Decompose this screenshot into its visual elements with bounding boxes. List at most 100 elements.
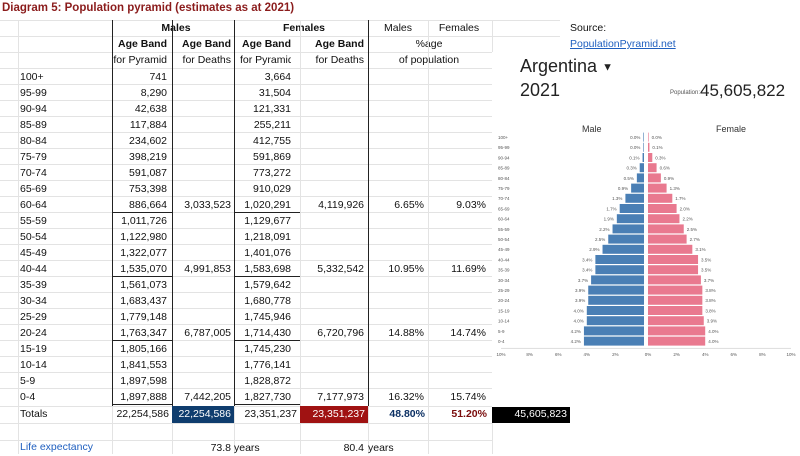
bar-male	[625, 193, 644, 203]
male-data-label: 0.9%	[618, 186, 628, 191]
female-data-label: 3.5%	[701, 257, 711, 262]
females-pct-cell: 15.74%	[450, 391, 486, 403]
bar-female	[648, 275, 701, 285]
females-deaths-cell	[300, 341, 364, 357]
males-deaths-cell	[172, 101, 231, 117]
x-tick-label: 6%	[555, 352, 562, 357]
age-band-cell: 95-99	[20, 87, 47, 99]
age-tick-label: 95-99	[498, 145, 510, 150]
males-deaths-cell	[172, 69, 231, 85]
age-band-cell: 80-84	[20, 135, 47, 147]
age-band-cell: 10-14	[20, 359, 47, 371]
males-pyramid-cell: 1,683,437	[120, 295, 167, 307]
bar-female	[648, 255, 699, 264]
female-data-label: 1.3%	[670, 186, 680, 191]
male-data-label: 1.3%	[612, 196, 622, 201]
source-link[interactable]: PopulationPyramid.net	[570, 38, 676, 50]
male-data-label: 3.9%	[575, 298, 585, 303]
females-deaths-cell	[300, 69, 364, 85]
age-band-cell: 20-24	[20, 327, 47, 339]
age-band-cell: 75-79	[20, 151, 47, 163]
female-data-label: 2.5%	[687, 227, 697, 232]
male-data-label: 2.9%	[589, 247, 599, 252]
country-select[interactable]: Argentina ▼	[520, 56, 613, 77]
age-band-cell: 45-49	[20, 247, 47, 259]
females-deaths-cell: 6,720,796	[317, 327, 364, 339]
females-pyramid-cell: 1,218,091	[244, 231, 291, 243]
female-data-label: 4.0%	[708, 339, 718, 344]
male-data-label: 1.9%	[604, 217, 614, 222]
bar-male	[591, 275, 644, 285]
totals-males-deaths: 22,254,586	[172, 406, 234, 423]
row-gridline	[0, 324, 492, 325]
males-pyramid-cell: 1,779,148	[120, 311, 167, 323]
male-data-label: 1.7%	[606, 206, 616, 211]
totals-all: 45,605,823	[492, 406, 570, 423]
totals-females-deaths: 23,351,237	[300, 406, 368, 423]
life-female-value: 80.4	[343, 442, 364, 454]
females-pyramid-cell: 1,776,141	[244, 359, 291, 371]
males-deaths-cell	[172, 277, 231, 293]
bar-female	[648, 142, 650, 152]
header-age-band-f: Age Band	[241, 38, 291, 50]
males-pyramid-cell: 1,897,598	[120, 375, 167, 387]
female-data-label: 3.5%	[701, 268, 711, 273]
age-tick-label: 25-29	[498, 288, 510, 293]
bar-male	[586, 306, 644, 315]
bar-male	[583, 336, 644, 346]
bar-male	[643, 142, 644, 152]
header-for-deaths-m: for Deaths	[182, 54, 231, 66]
bar-male	[612, 224, 644, 234]
bar-male	[608, 234, 644, 244]
male-data-label: 4.0%	[574, 319, 584, 324]
age-band-cell: 55-59	[20, 215, 47, 227]
females-deaths-cell	[300, 213, 364, 229]
males-deaths-cell	[172, 293, 231, 309]
females-deaths-cell	[300, 245, 364, 261]
year-label: 2021	[520, 80, 561, 100]
col-gridline	[300, 20, 301, 454]
age-band-cell: 30-34	[20, 295, 47, 307]
gridline	[0, 406, 492, 407]
bar-male	[643, 132, 644, 142]
males-pct-cell	[368, 373, 424, 389]
population-pyramid-chart: Male Female 100+ 0.0% 0.0% 95-99 0.0% 0.1% 90-94…	[496, 124, 795, 357]
gridline	[0, 423, 492, 424]
triangle-down-icon: ▼	[602, 61, 613, 74]
male-data-label: 4.2%	[571, 329, 581, 334]
male-data-label: 2.5%	[595, 237, 605, 242]
males-deaths-cell	[172, 213, 231, 229]
row-gridline	[0, 292, 492, 293]
males-deaths-cell: 3,033,523	[184, 199, 231, 211]
bar-male	[583, 326, 644, 336]
group-underline	[112, 340, 172, 341]
row-gridline	[0, 308, 492, 309]
female-data-label: 2.0%	[680, 206, 690, 211]
males-pyramid-cell: 886,664	[129, 199, 167, 211]
age-tick-label: 45-49	[498, 247, 510, 252]
females-pyramid-cell: 3,664	[264, 71, 291, 83]
row-gridline	[0, 116, 492, 117]
bar-female	[648, 336, 706, 346]
bar-female	[648, 163, 657, 173]
male-data-label: 0.3%	[626, 166, 636, 171]
females-pyramid-cell: 1,583,698	[244, 263, 291, 275]
males-pyramid-cell: 117,884	[129, 119, 167, 131]
males-pyramid-cell: 42,638	[134, 103, 167, 115]
female-data-label: 0.1%	[652, 145, 662, 150]
males-pct-cell	[368, 101, 424, 117]
males-deaths-cell	[172, 229, 231, 245]
male-data-label: 4.0%	[574, 308, 584, 313]
male-data-label: 3.7%	[578, 278, 588, 283]
females-deaths-cell	[300, 373, 364, 389]
males-pyramid-cell: 1,561,073	[120, 279, 167, 291]
males-pyramid-cell: 398,219	[129, 151, 167, 163]
males-deaths-cell: 4,991,853	[184, 263, 231, 275]
age-band-cell: 15-19	[20, 343, 47, 355]
bar-male	[586, 316, 644, 326]
males-deaths-cell	[172, 341, 231, 357]
males-deaths-cell: 6,787,005	[184, 327, 231, 339]
group-border	[112, 20, 113, 406]
header-females-pct: Females	[438, 22, 480, 34]
